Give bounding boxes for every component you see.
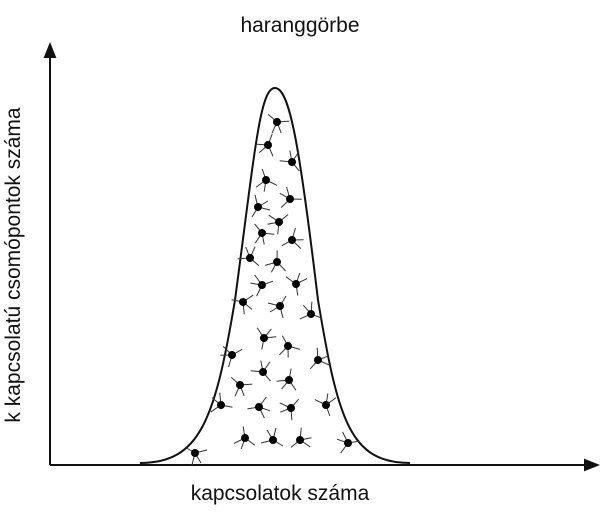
node [261, 428, 283, 446]
node [228, 377, 253, 399]
node [274, 184, 302, 211]
node [277, 396, 299, 421]
node [291, 427, 315, 454]
x-axis-label: kapcsolatok száma [191, 482, 370, 505]
node [279, 147, 306, 171]
node [229, 426, 257, 454]
node [274, 369, 298, 396]
node [245, 270, 273, 298]
node [284, 267, 312, 295]
node [254, 323, 278, 350]
page: haranggörbe k kapcsolatú csomópontok szá… [0, 0, 601, 509]
node [282, 227, 309, 255]
node [265, 114, 290, 136]
node [185, 447, 207, 465]
node [264, 208, 288, 235]
title: haranggörbe [240, 14, 359, 37]
node [250, 357, 277, 381]
bell-curve [140, 88, 410, 463]
node [247, 395, 275, 423]
node [273, 336, 301, 363]
node [268, 296, 286, 318]
network-nodes [185, 114, 360, 465]
node [331, 427, 359, 455]
node [252, 195, 270, 217]
y-axis-label: k kapcsolatú csomópontok száma [2, 107, 25, 422]
diagram: haranggörbe k kapcsolatú csomópontok szá… [0, 0, 601, 509]
node [262, 250, 289, 278]
node [216, 340, 243, 368]
node [248, 224, 275, 248]
node [251, 169, 279, 197]
